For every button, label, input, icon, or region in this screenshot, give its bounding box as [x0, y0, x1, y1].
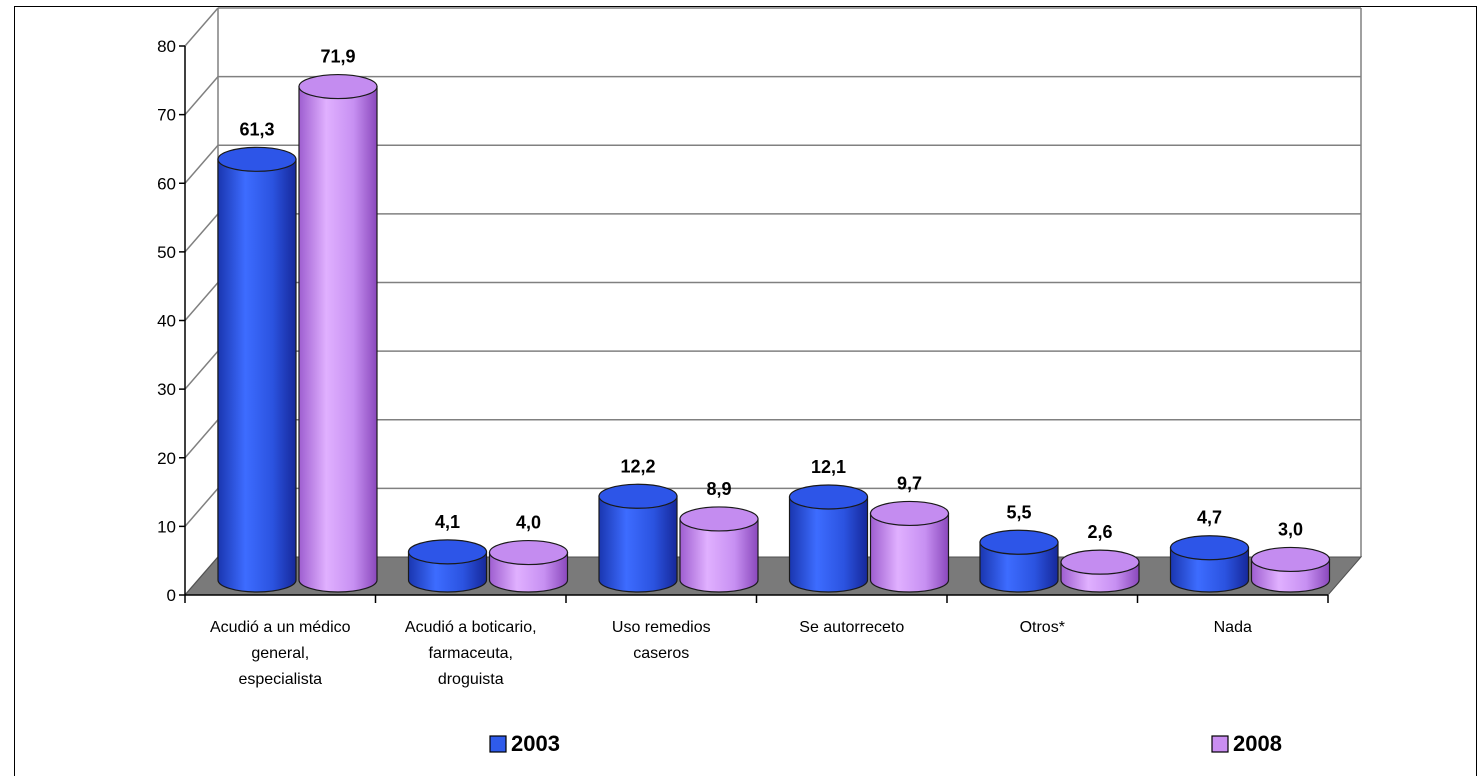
legend-swatch-2003 [489, 735, 507, 753]
bar-body [788, 496, 869, 593]
y-tick-label: 60 [157, 174, 176, 193]
category-label: Nada [1214, 619, 1252, 636]
side-wall-gridline [184, 487, 219, 527]
bar-top [788, 484, 869, 510]
bar-2008 [1060, 549, 1140, 593]
bar-2008 [298, 73, 378, 593]
bar-top [217, 146, 297, 172]
bar-2003 [788, 484, 869, 593]
bar-top [1169, 535, 1250, 561]
category-label-line: droguista [438, 671, 504, 688]
bar-body [679, 518, 759, 593]
bar-top [679, 506, 759, 532]
data-label: 4,0 [516, 513, 541, 533]
bar-top [1250, 546, 1331, 573]
side-wall-gridline [184, 144, 219, 184]
bar-top [869, 500, 950, 527]
data-label: 5,5 [1006, 502, 1031, 522]
bar-top [979, 529, 1059, 555]
side-wall-gridline [184, 76, 219, 116]
y-tick-label: 20 [157, 449, 176, 468]
category-label-line: Uso remedios [612, 619, 711, 636]
category-label-line: general, [251, 645, 309, 662]
bar-2003 [217, 146, 297, 593]
bar-2008 [488, 539, 569, 593]
bar-2008 [869, 500, 950, 593]
category-label: Se autorreceto [799, 619, 904, 636]
data-label: 12,2 [620, 456, 655, 476]
bar-2003 [598, 483, 678, 593]
data-label: 9,7 [897, 473, 922, 493]
data-label: 4,7 [1197, 508, 1222, 528]
y-tick-label: 30 [157, 380, 176, 399]
bar-2003 [979, 529, 1059, 593]
legend-swatch-2008 [1211, 735, 1229, 753]
category-label-line: especialista [238, 671, 322, 688]
category-label: Acudió a un médico general, especialista [210, 619, 351, 688]
category-label-line: Acudió a un médico [210, 619, 351, 636]
data-label: 12,1 [811, 457, 846, 477]
side-wall-gridline [184, 419, 219, 459]
side-wall-gridline [184, 282, 219, 321]
data-label: 3,0 [1278, 519, 1303, 539]
side-wall-gridline [184, 213, 219, 253]
category-label-line: caseros [633, 645, 689, 662]
category-label: Uso remedios caseros [612, 619, 711, 662]
y-tick-label: 40 [157, 312, 176, 331]
bar-top [1060, 549, 1140, 575]
category-label-line: farmaceuta, [429, 645, 513, 662]
y-tick-label: 80 [157, 37, 176, 56]
data-label: 8,9 [706, 479, 731, 499]
legend-label-2008: 2008 [1233, 731, 1282, 756]
data-label: 2,6 [1087, 522, 1112, 542]
bar-2008 [679, 506, 759, 593]
data-label: 4,1 [435, 512, 460, 532]
category-label: Otros* [1020, 619, 1065, 636]
side-wall-gridline [184, 7, 219, 47]
category-label-line: Otros* [1020, 619, 1065, 636]
data-label: 71,9 [320, 47, 355, 67]
bar-2003 [1169, 535, 1250, 593]
y-tick-label: 0 [167, 586, 176, 605]
bar-2003 [407, 539, 488, 593]
bar-top [407, 539, 488, 565]
bar-2008 [1250, 546, 1331, 593]
side-wall-gridline [184, 350, 219, 390]
category-label-line: Se autorreceto [799, 619, 904, 636]
bar-top [488, 539, 569, 566]
category-label-line: Acudió a boticario, [405, 619, 537, 636]
bar-body [217, 158, 297, 593]
y-tick-label: 50 [157, 243, 176, 262]
bar-top [298, 73, 378, 100]
legend-label-2003: 2003 [511, 731, 560, 756]
bar-body [869, 512, 950, 593]
category-label: Acudió a boticario, farmaceuta, droguista [405, 619, 537, 688]
category-label-line: Nada [1214, 619, 1252, 636]
bar-body [298, 85, 378, 593]
bar-body [1169, 547, 1250, 593]
data-label: 61,3 [239, 119, 274, 139]
y-tick-label: 70 [157, 106, 176, 125]
bar-top [598, 483, 678, 509]
bar-body [979, 541, 1059, 593]
y-tick-label: 10 [157, 517, 176, 536]
bar-body [598, 495, 678, 593]
